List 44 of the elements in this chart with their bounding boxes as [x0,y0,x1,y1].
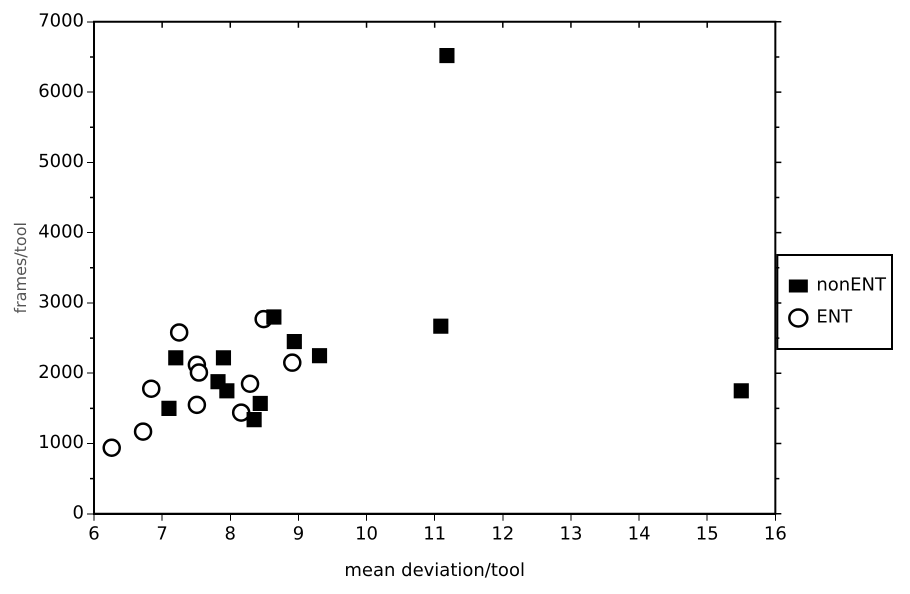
point [240,374,260,394]
x-tick-label: 11 [423,523,446,544]
point [216,350,232,366]
point [170,323,188,342]
x-tick-label: 14 [628,523,651,544]
x-tick-label: 16 [764,523,787,544]
x-tick-label: 7 [156,523,168,544]
point [283,353,302,372]
point [190,363,208,382]
x-tick-label: 15 [696,523,719,544]
point [439,48,455,64]
y-tick-label: 5000 [38,151,84,172]
y-tick-label: 0 [72,502,84,524]
point [312,348,328,364]
point [102,438,121,457]
point [232,403,250,422]
y-tick-label: 1000 [38,432,84,454]
point [161,400,177,416]
legend-label: nonENT [816,274,888,296]
x-tick-label: 8 [224,523,236,544]
y-tick-label: 7000 [38,10,84,32]
y-axis-title: frames/tool [10,222,30,314]
x-tick-label: 13 [559,523,582,544]
point [168,350,184,366]
point [219,383,234,398]
point [266,309,282,325]
legend-label: ENT [816,306,854,328]
point [734,383,749,398]
x-tick-label: 10 [355,523,378,544]
x-tick-label: 9 [292,523,304,544]
y-tick-label: 4000 [38,221,84,242]
y-tick-label: 6000 [38,80,84,102]
x-axis-title: mean deviation/tool [344,560,525,581]
point [286,334,302,350]
x-tick-label: 12 [491,523,514,544]
point [188,396,206,414]
y-tick-label: 3000 [38,292,84,313]
point [433,318,448,334]
point [142,379,160,398]
point [252,396,268,412]
point [246,412,262,428]
y-tick-label: 2000 [38,362,84,383]
point [134,422,152,441]
x-tick-label: 6 [88,523,100,544]
